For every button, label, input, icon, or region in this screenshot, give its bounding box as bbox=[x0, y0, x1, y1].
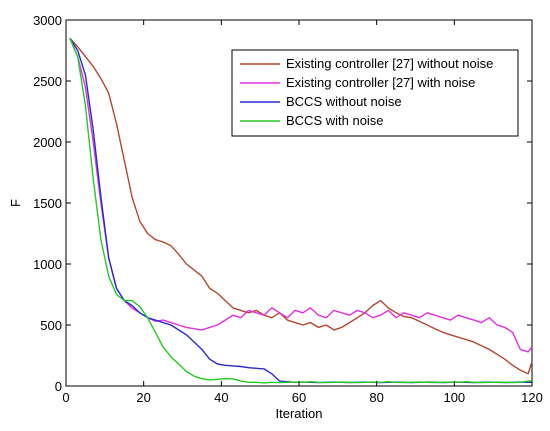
tick-layer: 0 20 40 60 80 100 120 0 500 1000 1500 2000 2500 3000 bbox=[33, 13, 543, 405]
legend-label-3: BCCS with noise bbox=[286, 113, 384, 128]
x-tick-label-4: 80 bbox=[369, 390, 383, 405]
y-tick-label-6: 3000 bbox=[33, 13, 62, 28]
x-tick-label-5: 100 bbox=[443, 390, 465, 405]
y-tick-label-3: 1500 bbox=[33, 196, 62, 211]
series-line-0 bbox=[69, 37, 533, 375]
x-tick-label-0: 0 bbox=[62, 390, 69, 405]
legend-label-1: Existing controller [27] with noise bbox=[286, 75, 475, 90]
x-tick-label-1: 20 bbox=[136, 390, 150, 405]
x-tick-label-2: 40 bbox=[214, 390, 228, 405]
x-tick-label-3: 60 bbox=[292, 390, 306, 405]
y-tick-label-1: 500 bbox=[40, 318, 62, 333]
x-tick-label-6: 120 bbox=[521, 390, 543, 405]
y-tick-label-2: 1000 bbox=[33, 257, 62, 272]
y-tick-label-4: 2000 bbox=[33, 135, 62, 150]
y-axis-label: F bbox=[8, 199, 23, 207]
legend-label-2: BCCS without noise bbox=[286, 94, 402, 109]
legend-label-0: Existing controller [27] without noise bbox=[286, 56, 493, 71]
legend: Existing controller [27] without noise E… bbox=[231, 49, 519, 137]
x-axis-label: Iteration bbox=[276, 406, 323, 421]
series-line-3 bbox=[69, 38, 532, 384]
y-tick-label-0: 0 bbox=[55, 379, 62, 394]
series-layer bbox=[69, 37, 533, 384]
y-tick-label-5: 2500 bbox=[33, 74, 62, 89]
